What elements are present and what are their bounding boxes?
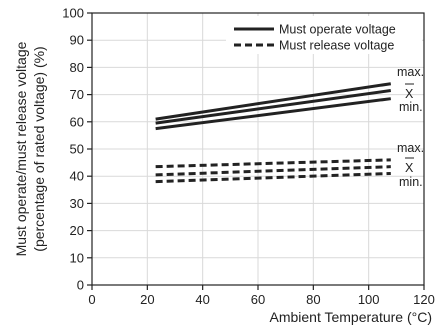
series-layer: [155, 82, 392, 184]
y-tick-label: 80: [70, 60, 84, 75]
y-tick-label: 0: [77, 278, 84, 293]
y-tick-label: 40: [70, 169, 84, 184]
annotation-operate-min: min.: [399, 100, 423, 114]
axis-ticks: 0 10 20 30 40 50 60 70 80 90 100 0 20 40 60 80 100 120: [62, 6, 435, 308]
y-tick-label: 30: [70, 196, 84, 211]
series-line-release-mean: [155, 165, 391, 177]
y-axis-label-line-2: (percentage of rated voltage) (%): [31, 46, 47, 251]
series-line-operate-max: [155, 82, 392, 121]
series-line-release-max: [155, 158, 391, 169]
y-tick-label: 60: [70, 114, 84, 129]
x-tick-label: 0: [88, 292, 95, 307]
grid: [92, 13, 424, 285]
y-tick-label: 50: [70, 142, 84, 157]
y-tick-label: 70: [70, 87, 84, 102]
annotation-release-min: min.: [399, 175, 423, 189]
series-line-operate-mean: [155, 89, 392, 125]
annotation-release-mean: X: [405, 161, 414, 175]
series-line-operate-min: [155, 97, 391, 131]
x-tick-label: 20: [140, 292, 154, 307]
annotation-operate-max: max.: [397, 65, 424, 79]
y-axis-label-line-1: Must operate/must release voltage: [13, 41, 29, 256]
legend-label-operate: Must operate voltage: [279, 23, 396, 37]
annotation-operate-mean: X: [405, 87, 414, 101]
y-tick-label: 20: [70, 223, 84, 238]
y-tick-label: 100: [62, 6, 84, 21]
series-line-release-min: [155, 171, 391, 184]
x-tick-label: 40: [195, 292, 209, 307]
annotation-release-max: max.: [397, 141, 424, 155]
x-tick-label: 100: [358, 292, 380, 307]
stat-annotations: max. X min. max. X min.: [397, 65, 424, 189]
legend-label-release: Must release voltage: [279, 39, 394, 53]
x-tick-label: 120: [413, 292, 435, 307]
legend: Must operate voltage Must release voltag…: [226, 16, 422, 54]
y-tick-label: 90: [70, 33, 84, 48]
x-axis-label: Ambient Temperature (°C): [269, 309, 432, 325]
x-tick-label: 60: [251, 292, 265, 307]
legend-background: [226, 16, 422, 54]
y-tick-label: 10: [70, 250, 84, 265]
x-tick-label: 80: [306, 292, 320, 307]
